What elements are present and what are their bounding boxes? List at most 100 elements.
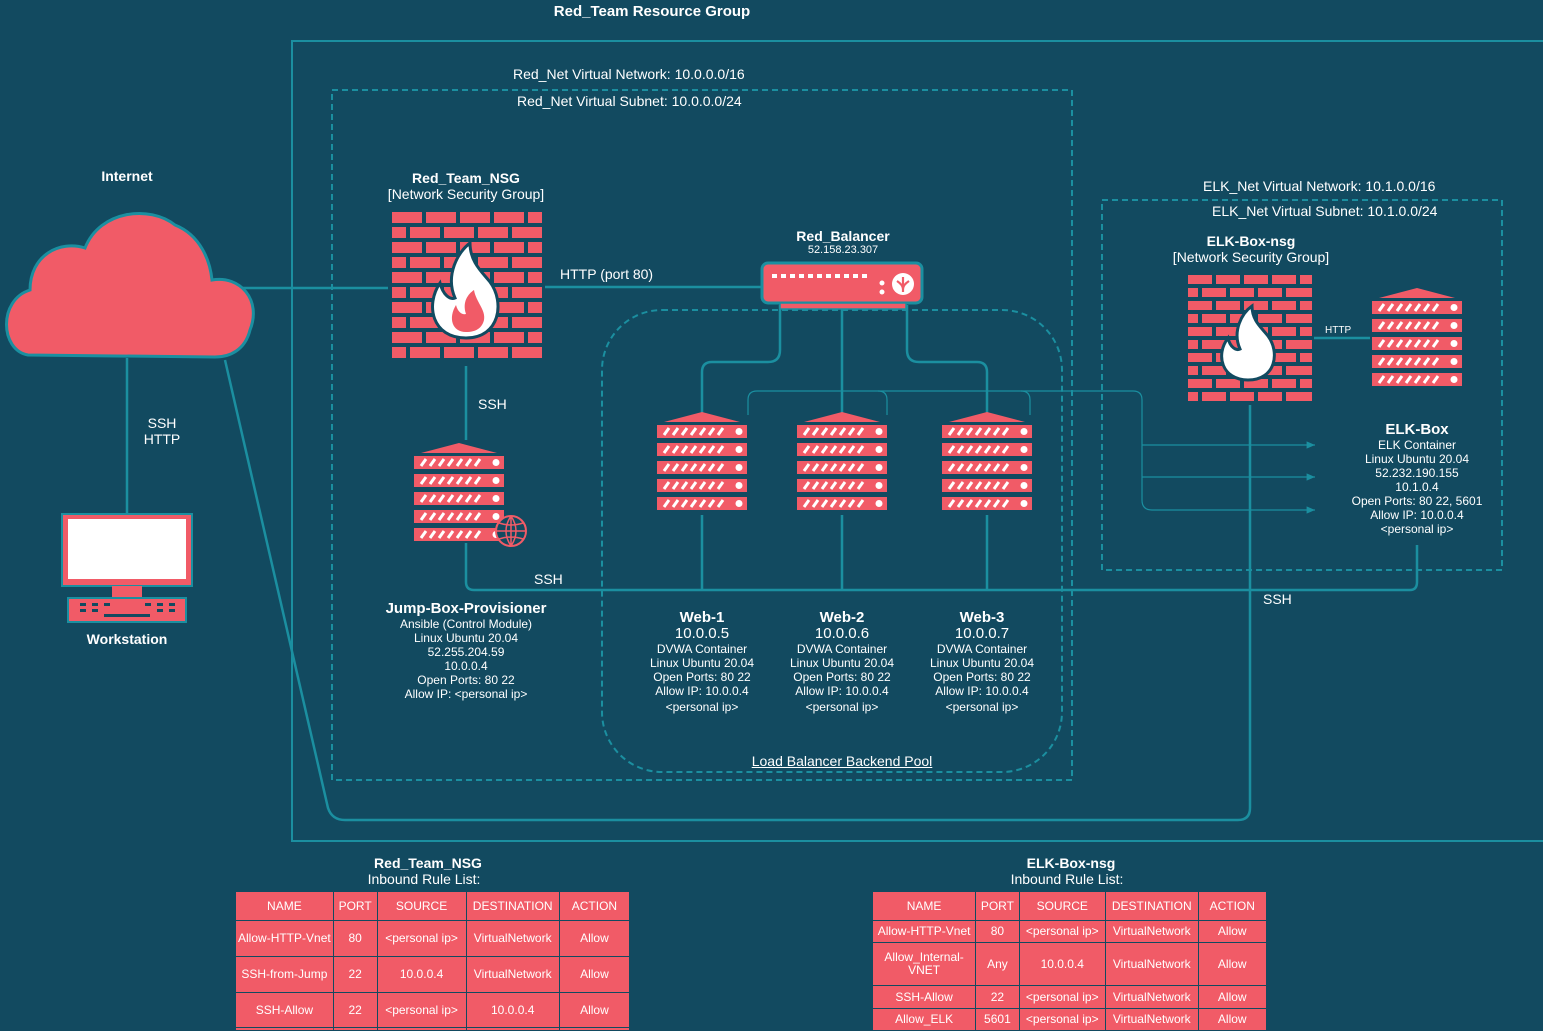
red-rules-subtitle: Inbound Rule List: — [367, 871, 481, 887]
red-rules-title: Red_Team_NSG — [374, 855, 482, 871]
web3-server-icon — [940, 412, 1034, 512]
elk-subnet-frame — [1101, 199, 1503, 571]
table-cell: 5601 — [975, 1007, 1020, 1031]
resource-group-title: Red_Team Resource Group — [553, 3, 751, 20]
table-cell: Any — [975, 942, 1020, 987]
table-cell: 10.0.0.4 — [465, 991, 560, 1029]
web-line: Linux Ubuntu 20.04 — [789, 656, 895, 670]
workstation-link-ssh-label: SSH — [147, 415, 177, 431]
web2-info: Web-2 10.0.0.6 DVWA Container Linux Ubun… — [790, 609, 894, 714]
elk-rules-subtitle: Inbound Rule List: — [1010, 871, 1124, 887]
table-header-cell: NAME — [871, 891, 977, 921]
elkbox-line: 10.1.0.4 — [1395, 480, 1439, 494]
elk-nsg-type: [Network Security Group] — [1172, 249, 1330, 265]
red-vnet-label: Red_Net Virtual Network: 10.0.0.0/16 — [513, 66, 745, 82]
web-line: DVWA Container — [656, 642, 748, 656]
load-balancer-icon — [760, 261, 924, 310]
table-row: SSH-Allow 22 <personal ip> 10.0.0.4 Allow — [235, 991, 631, 1029]
web-line: DVWA Container — [936, 642, 1028, 656]
table-cell: VirtualNetwork — [465, 955, 560, 993]
table-header-cell: PORT — [332, 891, 378, 921]
elk-rules-title: ELK-Box-nsg — [1026, 855, 1116, 871]
table-cell: <personal ip> — [1018, 985, 1106, 1009]
elk-nsg-name: ELK-Box-nsg — [1206, 233, 1296, 249]
backend-pool-label: Load Balancer Backend Pool — [751, 753, 933, 769]
table-cell: Allow — [1197, 919, 1268, 944]
web-name: Web-2 — [819, 609, 865, 626]
red-nsg-name: Red_Team_NSG — [412, 170, 520, 186]
resource-group-frame — [291, 40, 1543, 842]
link-balancer-web1 — [700, 305, 782, 415]
table-header-cell: SOURCE — [1018, 891, 1106, 921]
workstation-link-http-label: HTTP — [143, 431, 181, 447]
web-line: <personal ip> — [665, 700, 739, 714]
table-cell — [376, 1027, 467, 1031]
table-cell: 80 — [332, 920, 378, 957]
table-cell: Allow-HTTP-Vnet — [871, 919, 977, 944]
web-line: Open Ports: 80 22 — [653, 670, 751, 684]
table-cell: Allow — [1197, 1007, 1268, 1031]
table-cell: SSH-from-Jump — [235, 955, 334, 993]
web-line: Allow IP: 10.0.0.4 — [935, 684, 1029, 698]
balancer-name: Red_Balancer — [796, 228, 890, 244]
table-cell: 80 — [975, 919, 1020, 944]
table-cell: 22 — [332, 991, 378, 1029]
table-cell: 22 — [332, 955, 378, 993]
workstation-label: Workstation — [86, 631, 168, 647]
table-cell: VirtualNetwork — [465, 920, 560, 957]
web-line: Open Ports: 80 22 — [933, 670, 1031, 684]
elkbox-info: ELK-Box ELK Container Linux Ubuntu 20.04… — [1352, 421, 1483, 536]
elkbox-line: Open Ports: 80 22, 5601 — [1351, 494, 1483, 508]
elk-vnet-label: ELK_Net Virtual Network: 10.1.0.0/16 — [1203, 178, 1436, 194]
web-line: Open Ports: 80 22 — [793, 670, 891, 684]
web-line: Allow IP: 10.0.0.4 — [655, 684, 749, 698]
elk-subnet-label: ELK_Net Virtual Subnet: 10.1.0.0/24 — [1212, 203, 1438, 219]
jumpbox-line: Linux Ubuntu 20.04 — [413, 631, 519, 645]
web-line: <personal ip> — [945, 700, 1019, 714]
elkbox-line: Linux Ubuntu 20.04 — [1364, 452, 1470, 466]
table-cell: 10.0.0.4 — [376, 955, 467, 993]
table-header-cell: DESTINATION — [465, 891, 560, 921]
jumpbox-line: 10.0.0.4 — [444, 659, 488, 673]
ssh-nsg-jump-label: SSH — [478, 396, 507, 412]
elk-rules-table: NAME PORT SOURCE DESTINATION ACTION Allow-HTT… — [871, 891, 1268, 1031]
table-row: SSH-from-Jump 22 10.0.0.4 VirtualNetwork All… — [235, 955, 631, 993]
backend-pool-frame — [601, 309, 1063, 773]
table-header-cell: ACTION — [558, 891, 631, 921]
jumpbox-line: Ansible (Control Module) — [399, 617, 533, 631]
table-cell: Allow — [558, 920, 631, 957]
elk-nsg-firewall-icon — [1184, 272, 1314, 404]
table-cell: <personal ip> — [1018, 919, 1106, 944]
table-row: Allow-HTTP-Vnet 80 <personal ip> VirtualNet… — [871, 919, 1268, 944]
table-cell: <personal ip> — [376, 991, 467, 1029]
link-balancer-web3 — [905, 305, 989, 415]
elkbox-line: ELK Container — [1377, 438, 1457, 452]
table-header-cell: DESTINATION — [1104, 891, 1199, 921]
web-line: Linux Ubuntu 20.04 — [649, 656, 755, 670]
web-name: Web-3 — [959, 609, 1005, 626]
table-header-cell: ACTION — [1197, 891, 1268, 921]
table-cell: Allow — [558, 991, 631, 1029]
table-row: Allow_ELK 5601 <personal ip> VirtualNetwork… — [871, 1007, 1268, 1031]
red-subnet-label: Red_Net Virtual Subnet: 10.0.0.0/24 — [517, 93, 742, 109]
table-cell: VirtualNetwork — [1104, 942, 1199, 987]
elkbox-line: 52.232.190.155 — [1375, 466, 1459, 480]
elkbox-line: <personal ip> — [1380, 522, 1454, 536]
jumpbox-line: 52.255.204.59 — [427, 645, 505, 659]
ssh-jump-web-label: SSH — [534, 571, 563, 587]
ssh-elk-label: SSH — [1263, 591, 1292, 607]
balancer-ip: 52.158.23.307 — [807, 244, 879, 256]
table-cell — [235, 1027, 334, 1031]
table-cell — [332, 1027, 378, 1031]
elkbox-server-icon — [1370, 288, 1464, 388]
flame-icon — [1220, 303, 1276, 382]
red-nsg-firewall-icon — [388, 210, 545, 366]
red-rules-table: NAME PORT SOURCE DESTINATION ACTION Allow-HTT… — [235, 891, 631, 1031]
table-cell: 22 — [975, 985, 1020, 1009]
elkbox-name: ELK-Box — [1385, 421, 1449, 438]
elkbox-line: Allow IP: 10.0.0.4 — [1370, 508, 1464, 522]
jumpbox-name: Jump-Box-Provisioner — [385, 600, 547, 617]
web2-server-icon — [795, 412, 889, 512]
